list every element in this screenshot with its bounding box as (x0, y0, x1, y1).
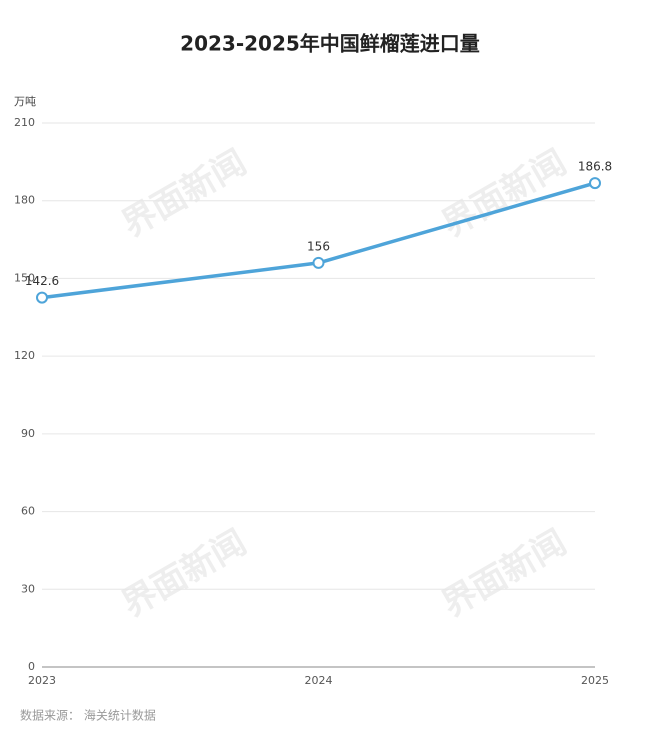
data-label: 186.8 (578, 160, 612, 174)
source: 数据来源： 海关统计数据 (20, 708, 156, 723)
x-tick-label: 2024 (305, 674, 333, 687)
x-tick-label: 2025 (581, 674, 609, 687)
y-tick-label: 120 (14, 349, 35, 362)
y-tick-label: 30 (21, 582, 35, 595)
y-tick-label: 0 (28, 660, 35, 673)
y-tick-label: 210 (14, 116, 35, 129)
y-tick-label: 90 (21, 427, 35, 440)
chart-title: 2023-2025年中国鲜榴莲进口量 (180, 32, 480, 56)
y-tick-label: 180 (14, 194, 35, 207)
y-tick-label: 150 (14, 271, 35, 284)
point (312, 256, 325, 269)
data-label: 156 (307, 239, 330, 253)
data-label: 142.6 (25, 274, 59, 288)
y-axis-label: 万吨 (14, 95, 36, 108)
point (36, 291, 48, 304)
y-tick-label: 60 (21, 505, 35, 518)
point (589, 177, 601, 190)
x-tick-label: 2023 (28, 674, 56, 687)
